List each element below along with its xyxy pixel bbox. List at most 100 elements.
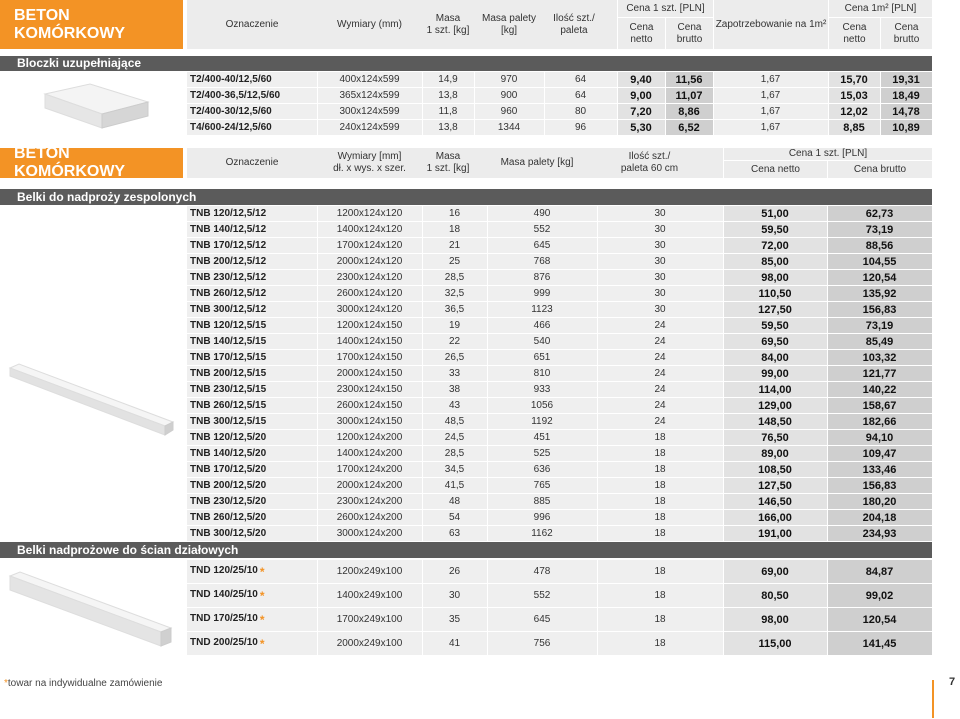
table-cell: 110,50 <box>723 285 828 302</box>
table-cell: 11,8 <box>422 103 475 120</box>
table-cell: 33 <box>422 365 488 382</box>
col-oznaczenie: Oznaczenie <box>225 18 279 30</box>
table-row: TNB 260/12,5/20 2600x124x200 54 996 18 166,00… <box>187 509 933 526</box>
col2-cena-netto: Cena netto <box>723 161 827 178</box>
table-cell: 240x124x599 <box>317 119 423 136</box>
table-cell: 43 <box>422 397 488 414</box>
table-row: TNB 230/12,5/20 2300x124x200 48 885 18 146,50… <box>187 493 933 510</box>
table-row: TNB 120/12,5/12 1200x124x120 16 490 30 51,00 6… <box>187 206 933 222</box>
table-bloczki: T2/400-40/12,5/60 400x124x599 14,9 970 64 9,4… <box>187 72 933 136</box>
col2-cena-szt: Cena 1 szt. [PLN] <box>723 148 932 161</box>
col2-ilosc: Ilość szt./paleta 60 cm <box>620 151 679 174</box>
table-cell: 9,40 <box>617 72 666 88</box>
table-cell: 36,5 <box>422 301 488 318</box>
product-code-cell: TNB 230/12,5/12 <box>187 269 318 286</box>
table-cell: 148,50 <box>723 413 828 430</box>
table-cell: 121,77 <box>827 365 933 382</box>
table-row: TNB 170/12,5/12 1700x124x120 21 645 30 72,00 8… <box>187 237 933 254</box>
table-row: TNB 140/12,5/20 1400x124x200 28,5 525 18 89,0… <box>187 445 933 462</box>
product-code-cell: TNB 120/12,5/20 <box>187 429 318 446</box>
table-cell: 2600x124x120 <box>317 285 423 302</box>
table-cell: 115,00 <box>723 631 828 656</box>
table-cell: 59,50 <box>723 317 828 334</box>
table-cell: 6,52 <box>665 119 714 136</box>
product-code-cell: TNB 170/12,5/20 <box>187 461 318 478</box>
product-code-cell: TNB 300/12,5/15 <box>187 413 318 430</box>
table-cell: 182,66 <box>827 413 933 430</box>
table-cell: 13,8 <box>422 87 475 104</box>
table-row: TNB 200/12,5/12 2000x124x120 25 768 30 85,00 1… <box>187 253 933 270</box>
table-cell: 166,00 <box>723 509 828 526</box>
table-cell: 30 <box>597 301 724 318</box>
table-cell: 552 <box>487 583 598 608</box>
product-code-cell: TNB 260/12,5/12 <box>187 285 318 302</box>
table-cell: 2300x124x150 <box>317 381 423 398</box>
table-cell: 127,50 <box>723 477 828 494</box>
col-wymiary: Wymiary (mm) <box>337 18 402 30</box>
table-row: TNB 170/12,5/20 1700x124x200 34,5 636 18 108,… <box>187 461 933 478</box>
table-cell: 30 <box>422 583 488 608</box>
table-cell: 30 <box>597 253 724 270</box>
table-cell: 552 <box>487 221 598 238</box>
table-cell: 15,70 <box>828 72 881 88</box>
table-cell: 11,56 <box>665 72 714 88</box>
table-cell: 466 <box>487 317 598 334</box>
table-cell: 98,00 <box>723 607 828 632</box>
product-code-text: TND 200/25/10 <box>190 636 258 648</box>
table-cell: 810 <box>487 365 598 382</box>
table-row: TNB 200/12,5/20 2000x124x200 41,5 765 18 127,… <box>187 477 933 494</box>
table-cell: 140,22 <box>827 381 933 398</box>
table-cell: 11,07 <box>665 87 714 104</box>
table-cell: 34,5 <box>422 461 488 478</box>
table-cell: 41 <box>422 631 488 656</box>
product-code-cell: TNB 120/12,5/12 <box>187 206 318 222</box>
footer-star: * <box>4 678 8 689</box>
table-cell: 996 <box>487 509 598 526</box>
table-cell: 8,85 <box>828 119 881 136</box>
table-cell: 69,50 <box>723 333 828 350</box>
table-cell: 19 <box>422 317 488 334</box>
table-cell: 18 <box>597 429 724 446</box>
col-cena-m2-brutto: Cena brutto <box>880 18 932 49</box>
table-cell: 234,93 <box>827 525 933 542</box>
table-cell: 28,5 <box>422 445 488 462</box>
product-code-text: TND 120/25/10 <box>190 564 258 576</box>
table-row: TNB 300/12,5/20 3000x124x200 63 1162 18 191,0… <box>187 525 933 542</box>
col2-oznaczenie: Oznaczenie <box>225 157 279 168</box>
table-cell: 18 <box>597 607 724 632</box>
product-code-cell: TNB 300/12,5/20 <box>187 525 318 542</box>
table-cell: 30 <box>597 206 724 222</box>
table-cell: 96 <box>544 119 618 136</box>
table-cell: 24 <box>597 365 724 382</box>
col-zapotrzebowanie: Zapotrzebowanie na 1m² <box>713 0 828 49</box>
col2-wymiary: Wymiary [mm] dł. x wys. x szer. <box>333 151 406 174</box>
table-cell: 876 <box>487 269 598 286</box>
table-cell: 73,19 <box>827 317 933 334</box>
product-code-cell: T2/400-36,5/12,5/60 <box>187 87 318 104</box>
table-cell: 400x124x599 <box>317 72 423 88</box>
table-cell: 156,83 <box>827 477 933 494</box>
table-cell: 3000x124x120 <box>317 301 423 318</box>
table-cell: 1400x124x150 <box>317 333 423 350</box>
table-cell: 191,00 <box>723 525 828 542</box>
table-cell: 69,00 <box>723 560 828 584</box>
table-cell: 5,30 <box>617 119 666 136</box>
custom-order-star: * <box>259 636 265 651</box>
table-cell: 768 <box>487 253 598 270</box>
table-cell: 85,49 <box>827 333 933 350</box>
table-cell: 30 <box>597 285 724 302</box>
table-cell: 2600x124x200 <box>317 509 423 526</box>
product-code-cell: T2/400-30/12,5/60 <box>187 103 318 120</box>
custom-order-star: * <box>259 588 265 603</box>
table-cell: 89,00 <box>723 445 828 462</box>
table-row: TNB 140/12,5/15 1400x124x150 22 540 24 69,50 8… <box>187 333 933 350</box>
product-code-text: TND 170/25/10 <box>190 612 258 624</box>
table-cell: 18 <box>597 493 724 510</box>
table-cell: 141,45 <box>827 631 933 656</box>
col-cena-brutto: Cena brutto <box>665 18 713 49</box>
section-title-belki-dzialowe: Belki nadprożowe do ścian działowych <box>0 542 932 558</box>
table-cell: 8,86 <box>665 103 714 120</box>
beam-product-image-small <box>5 570 175 650</box>
product-code-cell: T2/400-40/12,5/60 <box>187 72 318 88</box>
product-code-cell: TND 120/25/10 * <box>187 560 318 584</box>
